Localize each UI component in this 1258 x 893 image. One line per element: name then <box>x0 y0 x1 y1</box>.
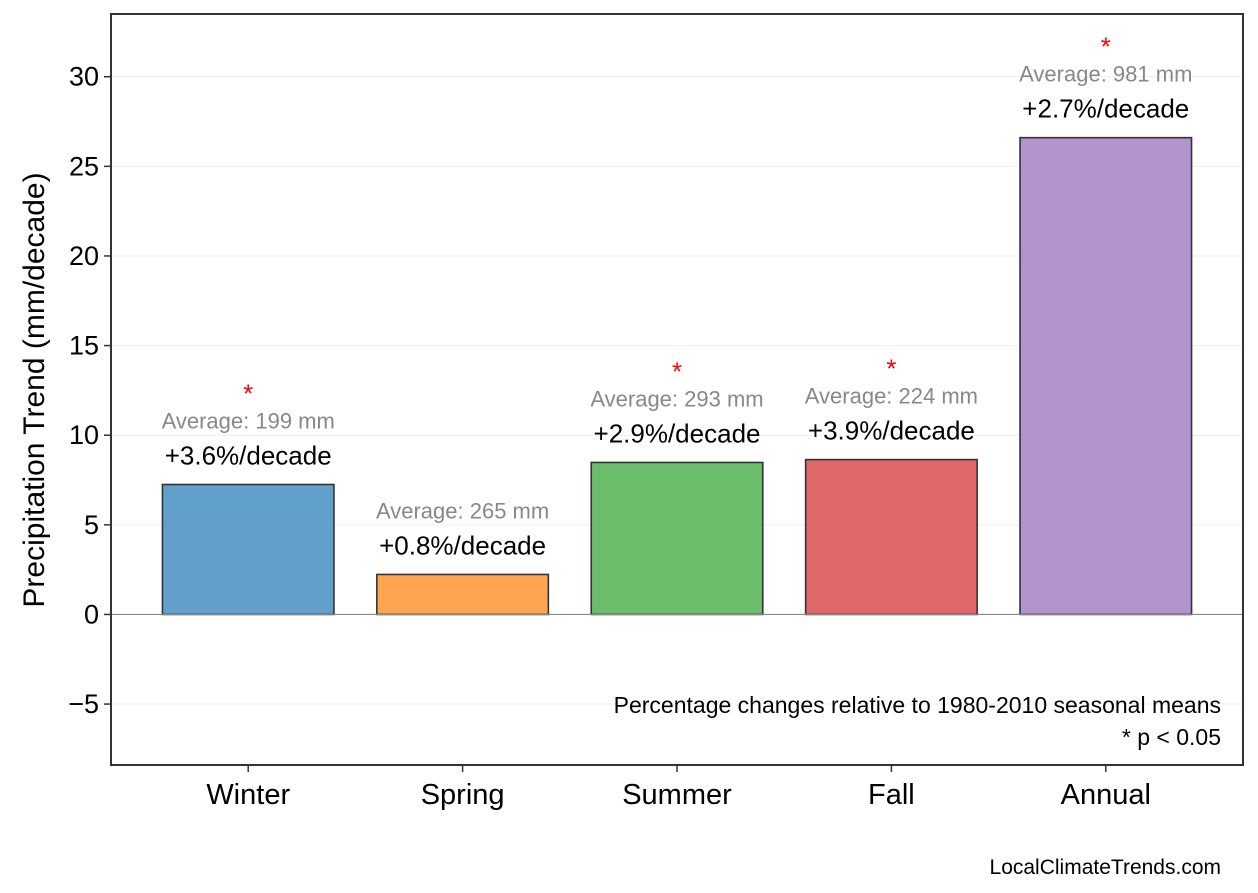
x-tick-label: Annual <box>1061 779 1151 811</box>
annotation-significance: * p < 0.05 <box>1122 724 1221 750</box>
y-tick-label: 10 <box>69 420 99 450</box>
bar-summer <box>590 461 764 616</box>
significance-star: * <box>886 354 896 384</box>
bar-winter <box>161 483 335 616</box>
percent-label: +3.6%/decade <box>165 440 332 470</box>
significance-star: * <box>243 378 253 408</box>
y-tick-label: 20 <box>69 241 99 271</box>
y-tick-label: 30 <box>69 62 99 92</box>
x-tick-label: Fall <box>868 779 915 811</box>
bar-spring <box>376 573 550 616</box>
average-label: Average: 224 mm <box>805 384 978 409</box>
y-tick-label: 0 <box>84 599 99 629</box>
percent-label: +0.8%/decade <box>379 530 546 560</box>
bars <box>161 136 1193 616</box>
annotation-relative: Percentage changes relative to 1980-2010… <box>614 692 1221 718</box>
y-tick-label: 15 <box>69 331 99 361</box>
y-tick-label: −5 <box>68 689 99 719</box>
y-tick-label: 25 <box>69 151 99 181</box>
significance-star: * <box>1101 32 1111 62</box>
x-tick-label: Winter <box>206 779 290 811</box>
y-axis-label: Precipitation Trend (mm/decade) <box>18 172 51 607</box>
percent-label: +2.7%/decade <box>1022 94 1189 124</box>
percent-label: +2.9%/decade <box>594 418 761 448</box>
x-tick-label: Summer <box>622 779 732 811</box>
average-label: Average: 265 mm <box>376 498 549 523</box>
average-label: Average: 981 mm <box>1019 62 1192 87</box>
significance-star: * <box>672 356 682 386</box>
average-label: Average: 293 mm <box>590 386 763 411</box>
y-tick-label: 5 <box>84 510 99 540</box>
average-label: Average: 199 mm <box>162 408 335 433</box>
credit: LocalClimateTrends.com <box>990 856 1221 879</box>
x-axis: Winter Spring Summer Fall Annual <box>206 765 1151 811</box>
bar-annual <box>1019 136 1193 616</box>
bar-fall <box>804 458 978 616</box>
y-axis: −5 0 5 10 15 20 25 30 <box>68 62 111 719</box>
percent-label: +3.9%/decade <box>808 416 975 446</box>
x-tick-label: Spring <box>421 779 505 811</box>
